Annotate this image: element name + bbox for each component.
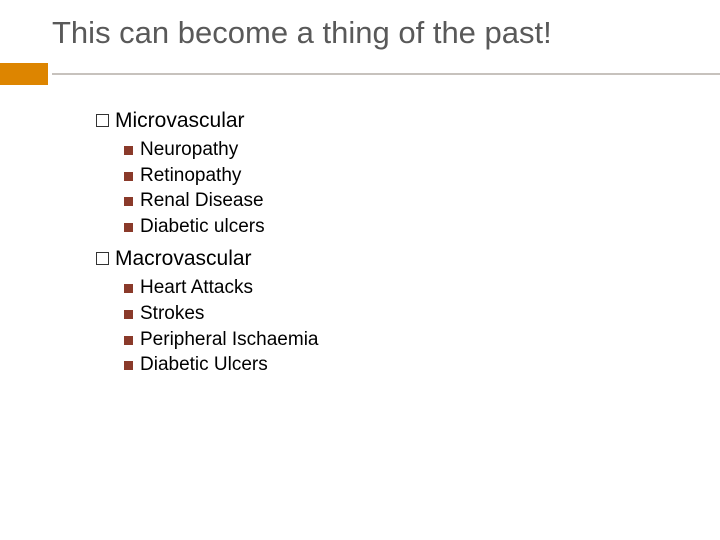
list-item: Heart Attacks bbox=[124, 277, 720, 300]
group-microvascular: Microvascular Neuropathy Retinopathy Ren… bbox=[96, 109, 720, 239]
item-label: Peripheral Ischaemia bbox=[140, 329, 318, 352]
square-filled-icon bbox=[124, 361, 133, 370]
list-item: Diabetic ulcers bbox=[124, 216, 720, 239]
group-label: Microvascular bbox=[115, 109, 245, 133]
square-filled-icon bbox=[124, 223, 133, 232]
group-macrovascular: Macrovascular Heart Attacks Strokes Peri… bbox=[96, 247, 720, 377]
content-area: Microvascular Neuropathy Retinopathy Ren… bbox=[0, 85, 720, 377]
list-item: Peripheral Ischaemia bbox=[124, 329, 720, 352]
square-open-icon bbox=[96, 252, 109, 265]
square-filled-icon bbox=[124, 336, 133, 345]
item-label: Diabetic Ulcers bbox=[140, 354, 268, 377]
group-items: Neuropathy Retinopathy Renal Disease Dia… bbox=[96, 139, 720, 239]
item-label: Retinopathy bbox=[140, 165, 241, 188]
divider-row bbox=[0, 63, 720, 85]
accent-block bbox=[0, 63, 48, 85]
list-item: Retinopathy bbox=[124, 165, 720, 188]
square-filled-icon bbox=[124, 197, 133, 206]
list-item: Strokes bbox=[124, 303, 720, 326]
square-filled-icon bbox=[124, 172, 133, 181]
square-filled-icon bbox=[124, 146, 133, 155]
square-open-icon bbox=[96, 114, 109, 127]
group-header: Microvascular bbox=[96, 109, 720, 133]
item-label: Heart Attacks bbox=[140, 277, 253, 300]
page-title: This can become a thing of the past! bbox=[52, 14, 720, 53]
square-filled-icon bbox=[124, 310, 133, 319]
list-item: Renal Disease bbox=[124, 190, 720, 213]
list-item: Neuropathy bbox=[124, 139, 720, 162]
item-label: Renal Disease bbox=[140, 190, 264, 213]
item-label: Strokes bbox=[140, 303, 204, 326]
group-header: Macrovascular bbox=[96, 247, 720, 271]
divider-line bbox=[52, 73, 720, 75]
group-items: Heart Attacks Strokes Peripheral Ischaem… bbox=[96, 277, 720, 377]
title-area: This can become a thing of the past! bbox=[0, 0, 720, 53]
list-item: Diabetic Ulcers bbox=[124, 354, 720, 377]
item-label: Neuropathy bbox=[140, 139, 238, 162]
item-label: Diabetic ulcers bbox=[140, 216, 265, 239]
square-filled-icon bbox=[124, 284, 133, 293]
group-label: Macrovascular bbox=[115, 247, 252, 271]
